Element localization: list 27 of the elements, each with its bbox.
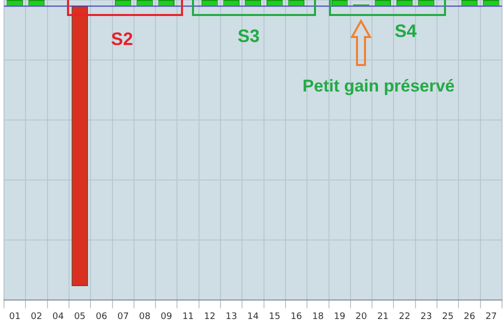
x-tick-label: 25 <box>442 312 454 322</box>
x-tick-label: 09 <box>160 312 172 322</box>
x-tick-label: 27 <box>485 312 497 322</box>
x-tick-label: 20 <box>356 312 368 322</box>
x-tick-label: 01 <box>9 312 21 322</box>
x-tick-label: 07 <box>117 312 129 322</box>
x-tick-label: 23 <box>420 312 432 322</box>
x-tick-label: 22 <box>398 312 410 322</box>
x-tick-label: 08 <box>139 312 151 322</box>
x-tick-label: 16 <box>290 312 302 322</box>
x-tick-label: 15 <box>268 312 280 322</box>
x-tick-label: 12 <box>204 312 216 322</box>
x-tick-label: 19 <box>334 312 346 322</box>
annotation: S2 <box>110 28 134 49</box>
x-tick-label: 26 <box>464 312 476 322</box>
x-tick-label: 13 <box>226 312 238 322</box>
annotation: S4 <box>394 20 417 41</box>
x-tick-label: 05 <box>74 312 86 322</box>
x-tick-label: 21 <box>377 312 389 322</box>
x-tick-label: 14 <box>247 312 259 322</box>
x-tick-label: 06 <box>96 312 108 322</box>
annotation: Petit gain préservé <box>302 76 455 96</box>
x-tick-label: 04 <box>52 312 64 322</box>
x-tick-label: 18 <box>312 312 324 322</box>
annotation: S3 <box>238 26 260 46</box>
x-tick-label: 11 <box>182 312 194 322</box>
x-tick-label: 02 <box>30 312 42 322</box>
